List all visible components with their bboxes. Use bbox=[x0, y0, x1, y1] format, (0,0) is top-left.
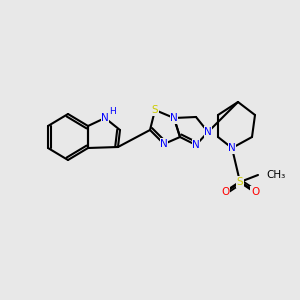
Text: S: S bbox=[237, 177, 243, 187]
Text: N: N bbox=[101, 113, 109, 123]
Text: N: N bbox=[192, 140, 200, 150]
Text: H: H bbox=[110, 107, 116, 116]
Text: N: N bbox=[160, 139, 168, 149]
Text: CH₃: CH₃ bbox=[266, 170, 285, 180]
Text: N: N bbox=[204, 127, 212, 137]
Text: S: S bbox=[152, 105, 158, 115]
Text: O: O bbox=[251, 187, 259, 197]
Text: N: N bbox=[170, 113, 178, 123]
Text: O: O bbox=[221, 187, 229, 197]
Text: N: N bbox=[228, 143, 236, 153]
